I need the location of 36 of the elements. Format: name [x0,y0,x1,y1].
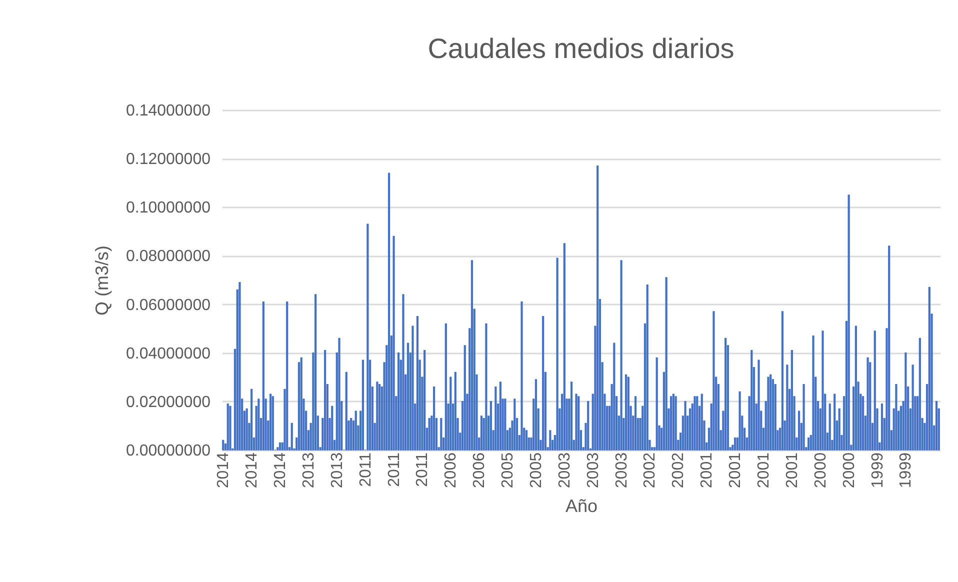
y-tick-label: 0.04000000 [126,345,211,362]
x-tick-label: 2014 [244,452,261,488]
y-tick-label: 0.00000000 [126,442,211,460]
x-tick-label: 2011 [386,452,403,487]
x-tick-label: 2003 [584,452,602,488]
x-tick-label: 2000 [840,452,858,488]
y-tick-label: 0.10000000 [126,200,211,217]
y-tick-label: 0.02000000 [126,394,211,411]
x-tick-label: 2013 [300,452,318,488]
y-tick-label: 0.12000000 [126,151,211,168]
x-tick-label: 2011 [414,452,432,487]
x-tick-label: 2006 [471,452,488,488]
x-tick-label: 2005 [500,452,517,488]
x-tick-label: 2003 [556,452,574,488]
x-tick-label: 1999 [898,452,915,488]
y-tick-label: 0.06000000 [126,296,211,314]
x-tick-label: 2011 [357,452,374,487]
x-tick-label: 2013 [328,452,346,488]
x-tick-label: 2001 [784,452,801,488]
x-tick-label: 2014 [272,452,290,488]
x-tick-label: 2006 [442,452,460,488]
y-axis-title: Q (m3/s) [92,246,112,316]
y-tick-label: 0.14000000 [126,102,211,120]
x-axis-title: Año [565,496,598,516]
x-tick-label: 2003 [613,452,630,488]
x-tick-label: 2014 [215,452,232,488]
x-tick-label: 2002 [670,452,688,488]
x-tick-label: 2005 [528,452,545,488]
x-tick-label: 1999 [869,452,886,488]
x-tick-label: 2001 [698,452,716,488]
x-tick-label: 2001 [727,452,744,488]
chart-title: Caudales medios diarios [428,33,734,64]
x-tick-label: 2000 [812,452,830,488]
x-tick-label: 2002 [642,452,659,488]
x-tick-label: 2001 [755,452,772,488]
y-tick-label: 0.08000000 [126,248,211,266]
